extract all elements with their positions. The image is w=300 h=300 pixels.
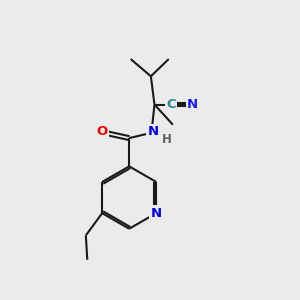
Text: H: H <box>161 133 171 146</box>
Text: N: N <box>147 125 158 138</box>
Text: C: C <box>166 98 175 111</box>
Text: N: N <box>151 207 162 220</box>
Text: O: O <box>97 125 108 138</box>
Text: N: N <box>187 98 198 111</box>
